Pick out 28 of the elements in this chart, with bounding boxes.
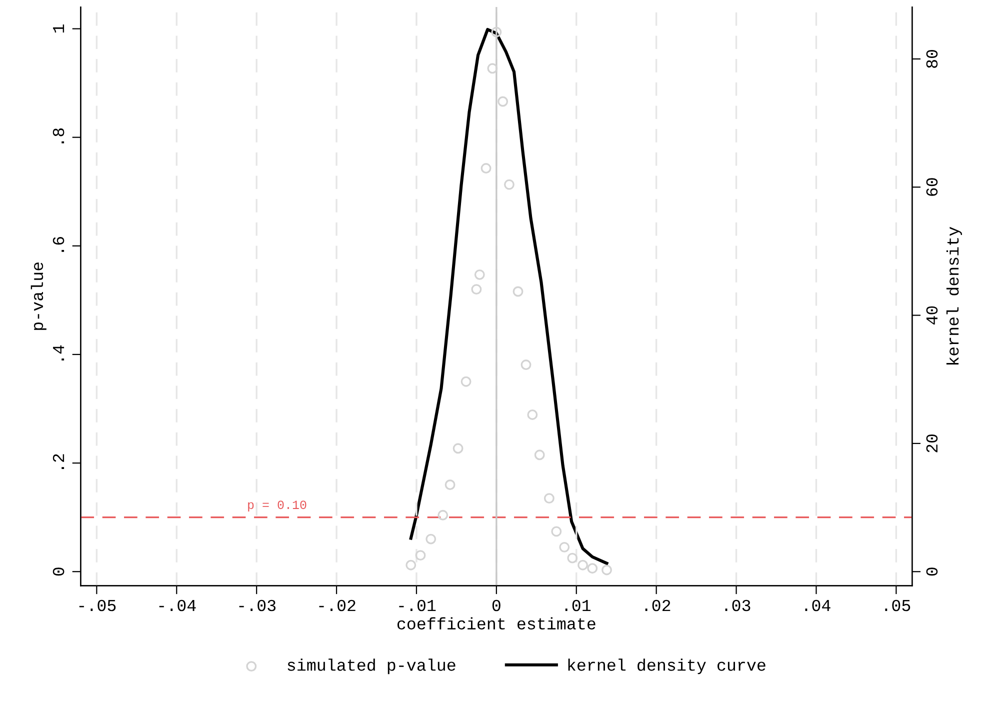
y-axis-title: p-value (30, 262, 46, 330)
y-tick-label: 1 (53, 24, 64, 33)
x-tick-label: -.04 (159, 600, 196, 612)
y-tick-label: 0 (52, 568, 64, 576)
x-tick-label: .01 (565, 600, 591, 612)
x-tick-label: -.03 (239, 600, 276, 612)
ref-line-label: p = 0.10 (248, 500, 306, 512)
x-tick-label: .05 (885, 600, 910, 612)
y-tick-label: .6 (52, 236, 64, 252)
x-tick-label: .02 (645, 600, 670, 612)
y2-tick-label: 40 (926, 306, 938, 324)
y2-axis-title: kernel density (946, 226, 962, 364)
x-axis-title: coefficient estimate (397, 617, 596, 630)
y2-tick-label: 20 (926, 434, 938, 452)
y-tick-label: .2 (52, 454, 64, 470)
y2-tick-label: 60 (926, 178, 938, 196)
y2-tick-label: 80 (926, 50, 938, 68)
x-tick-label: 0 (492, 600, 500, 612)
x-tick-label: -.01 (399, 600, 436, 612)
x-tick-label: .03 (725, 600, 750, 612)
y-tick-label: .4 (53, 345, 64, 360)
y2-tick-label: 0 (926, 568, 938, 576)
legend-label: simulated p-value (288, 658, 456, 674)
legend-label: kernel density curve (568, 658, 766, 674)
x-tick-label: .04 (805, 600, 830, 612)
y-tick-label: .8 (52, 128, 64, 144)
x-tick-label: -.02 (319, 600, 356, 612)
x-tick-label: -.05 (79, 600, 116, 612)
